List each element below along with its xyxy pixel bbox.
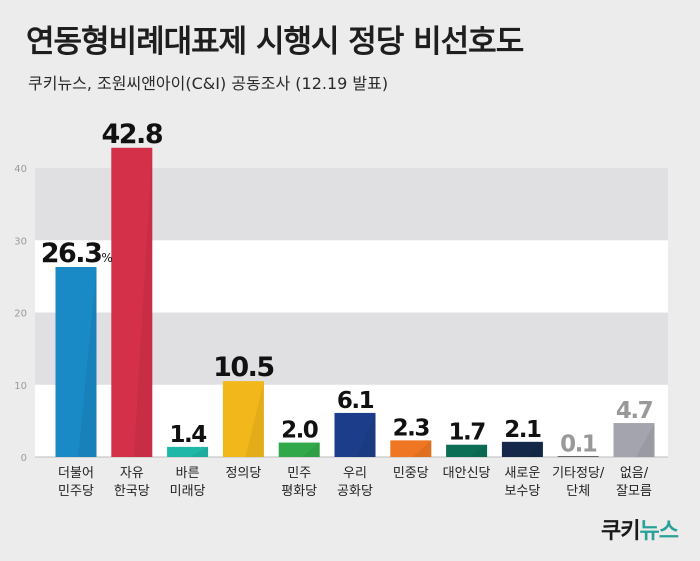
y-tick-label: 20 — [14, 309, 27, 320]
value-label: 0.1 — [560, 431, 597, 457]
bar-shade — [245, 381, 264, 457]
y-axis-ticks: 0 10 20 30 40 — [14, 164, 27, 464]
value-label: 4.7 — [616, 398, 653, 424]
category-label: 단체 — [566, 484, 590, 499]
value-label: 10.5 — [213, 352, 274, 383]
bar — [557, 456, 599, 457]
category-label: 우리 — [343, 466, 367, 481]
value-label: 2.0 — [281, 418, 318, 444]
bar — [278, 442, 320, 457]
category-label: 새로운 — [504, 466, 540, 481]
category-label: 평화당 — [281, 484, 317, 499]
bar-shade — [189, 446, 209, 457]
bar-shade — [78, 266, 97, 457]
bar-shade — [357, 412, 376, 457]
bar-shade — [412, 440, 432, 457]
value-label: 1.4 — [169, 422, 206, 448]
y-tick-label: 0 — [21, 453, 27, 464]
bar-shade — [524, 441, 543, 457]
bar — [501, 441, 543, 457]
value-label: 2.3 — [393, 415, 430, 441]
value-label: 1.7 — [448, 420, 485, 446]
value-unit: % — [101, 251, 112, 265]
value-label: 6.1 — [337, 388, 374, 414]
bar-shade — [133, 147, 153, 457]
category-label: 민중당 — [393, 466, 429, 481]
category-label: 정의당 — [225, 466, 261, 481]
category-label: 바른 — [176, 466, 200, 481]
category-label: 대안신당 — [443, 466, 491, 481]
bar — [167, 446, 209, 457]
category-label: 민주당 — [58, 484, 94, 499]
kukinews-logo: 쿠키뉴스 — [601, 513, 679, 545]
category-label: 공화당 — [337, 484, 373, 499]
category-label: 잘모름 — [616, 484, 652, 499]
logo-text-accent: 뉴스 — [639, 519, 679, 544]
category-label: 더불어 — [58, 466, 94, 481]
bar — [613, 423, 655, 457]
bar-shade — [636, 423, 655, 457]
bar — [111, 147, 153, 457]
value-label: 42.8 — [101, 119, 162, 150]
category-label: 미래당 — [170, 484, 206, 499]
chart-subtitle: 쿠키뉴스, 조원씨앤아이(C&I) 공동조사 (12.19 발표) — [28, 74, 389, 93]
y-tick-label: 40 — [14, 164, 27, 175]
bar — [55, 266, 97, 457]
bar-shade — [468, 444, 488, 457]
category-label: 한국당 — [114, 484, 150, 499]
logo-text: 쿠키 — [601, 519, 640, 544]
y-tick-label: 30 — [14, 236, 27, 247]
bar — [446, 444, 488, 457]
category-label: 보수당 — [504, 484, 540, 499]
category-label: 없음/ — [620, 466, 649, 481]
bar — [390, 440, 432, 457]
chart-title: 연동형비례대표제 시행시 정당 비선호도 — [26, 24, 524, 60]
bar — [334, 412, 376, 457]
bar — [222, 381, 264, 457]
category-label: 민주 — [287, 466, 311, 481]
category-label: 기타정당/ — [552, 466, 605, 481]
value-label: 2.1 — [504, 417, 541, 443]
bar-shade — [301, 442, 320, 457]
bars — [55, 147, 655, 457]
y-tick-label: 10 — [14, 381, 27, 392]
category-label: 자유 — [120, 466, 144, 481]
